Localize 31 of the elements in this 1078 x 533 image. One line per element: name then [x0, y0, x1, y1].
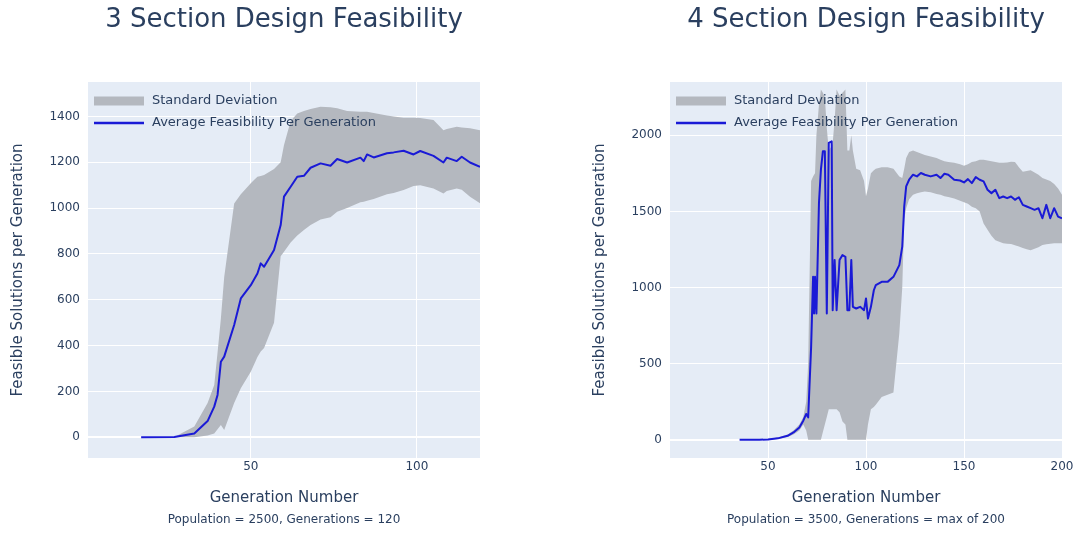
annotation: Standard Deviation — [734, 92, 860, 108]
text: Population = 2500, Generations = 120 — [167, 512, 401, 527]
x-tick-label: 100 — [854, 459, 878, 474]
y-tick-label: 800 — [57, 246, 80, 261]
legend-label: Average Feasibility Per Generation — [152, 114, 377, 130]
chart-title: 3 Section Design Feasibility — [105, 2, 463, 33]
x-tick-label: 50 — [243, 459, 259, 474]
text: Population = 3500, Generations = max of 200 — [726, 512, 1006, 527]
x-axis-title: Generation Number — [209, 487, 360, 506]
annotation: Standard Deviation — [152, 92, 278, 108]
y-tick-label: 2000 — [631, 127, 662, 142]
y-tick-label: 200 — [57, 383, 80, 398]
y-tick-label: 1000 — [49, 200, 80, 215]
y-tick-label: 1500 — [631, 203, 662, 218]
y-tick-label: 600 — [57, 291, 80, 306]
y-tick-label: 1000 — [631, 279, 662, 294]
x-tick-label: 200 — [1050, 459, 1074, 474]
x-tick-label: 150 — [952, 459, 976, 474]
x-axis-title: Generation Number — [791, 487, 942, 506]
y-tick-label: 1400 — [49, 108, 80, 123]
legend-label: Average Feasibility Per Generation — [734, 114, 959, 130]
x-tick-label: 50 — [760, 459, 776, 474]
y-tick-label: 400 — [57, 337, 80, 352]
y-tick-label: 1200 — [49, 154, 80, 169]
x-tick-label: 100 — [405, 459, 429, 474]
y-tick-label: 0 — [72, 429, 80, 444]
y-axis-title: Feasible Solutions per Generation — [7, 143, 26, 397]
y-axis-title: Feasible Solutions per Generation — [589, 143, 608, 397]
y-tick-label: 0 — [654, 431, 662, 446]
y-tick-label: 500 — [639, 355, 662, 370]
chart-title: 4 Section Design Feasibility — [687, 2, 1045, 33]
